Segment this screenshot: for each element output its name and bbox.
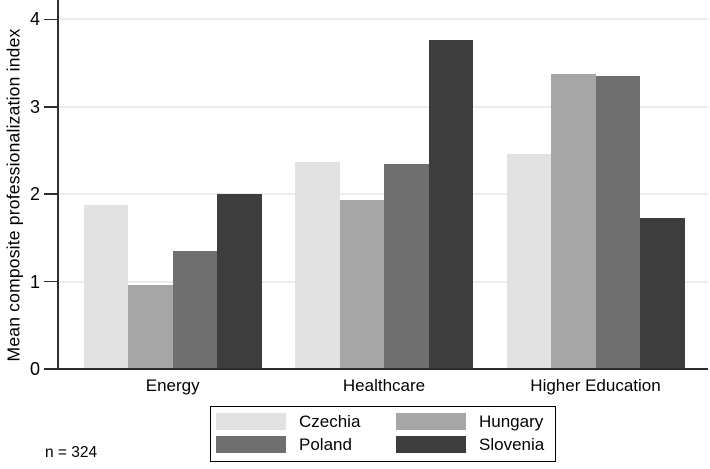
y-axis-line (57, 0, 59, 369)
y-tick-label-2: 2 (29, 184, 40, 205)
y-tick-2 (44, 193, 57, 195)
bar-energy-hungary (128, 285, 173, 369)
legend-label-czechia: Czechia (299, 412, 361, 431)
bar-healthcare-poland (384, 163, 429, 369)
legend: Czechia Hungary Poland Slovenia (210, 406, 556, 462)
legend-label-hungary: Hungary (479, 412, 544, 431)
x-category-label-higher-education: Higher Education (530, 376, 661, 395)
gridline-4 (57, 18, 708, 21)
legend-swatch-hungary (396, 413, 466, 430)
y-tick-label-3: 3 (29, 96, 40, 117)
gridline-3 (57, 105, 708, 108)
y-tick-label-1: 1 (29, 271, 40, 292)
legend-item-poland: Poland (216, 436, 396, 453)
legend-label-slovenia: Slovenia (479, 435, 545, 454)
y-tick-label-0: 0 (29, 359, 40, 379)
legend-item-slovenia: Slovenia (396, 436, 555, 453)
y-tick-1 (44, 280, 57, 283)
x-axis-line (57, 368, 708, 370)
legend-item-hungary: Hungary (396, 413, 555, 430)
legend-swatch-czechia (216, 413, 286, 430)
x-category-label-healthcare: Healthcare (342, 376, 426, 395)
y-tick-4 (44, 18, 57, 21)
bar-energy-poland (172, 251, 218, 369)
y-tick-label-4: 4 (29, 9, 40, 30)
sample-size-note: n = 324 (45, 444, 98, 461)
legend-swatch-slovenia (396, 436, 466, 453)
bar-higher-education-poland (595, 76, 640, 369)
x-category-label-energy: Energy (145, 376, 200, 395)
legend-swatch-poland (216, 436, 286, 453)
bar-energy-czechia (83, 204, 129, 369)
bar-healthcare-hungary (339, 200, 384, 369)
bar-higher-education-czechia (506, 153, 551, 369)
y-tick-0 (44, 368, 57, 370)
bar-healthcare-slovenia (428, 40, 473, 369)
bar-higher-education-hungary (551, 74, 596, 369)
legend-item-czechia: Czechia (216, 413, 396, 430)
y-tick-3 (44, 106, 57, 108)
bar-healthcare-czechia (295, 161, 340, 369)
legend-label-poland: Poland (299, 435, 352, 454)
bar-energy-slovenia (217, 194, 262, 369)
bar-higher-education-slovenia (640, 217, 685, 369)
gridline-2 (57, 193, 708, 196)
